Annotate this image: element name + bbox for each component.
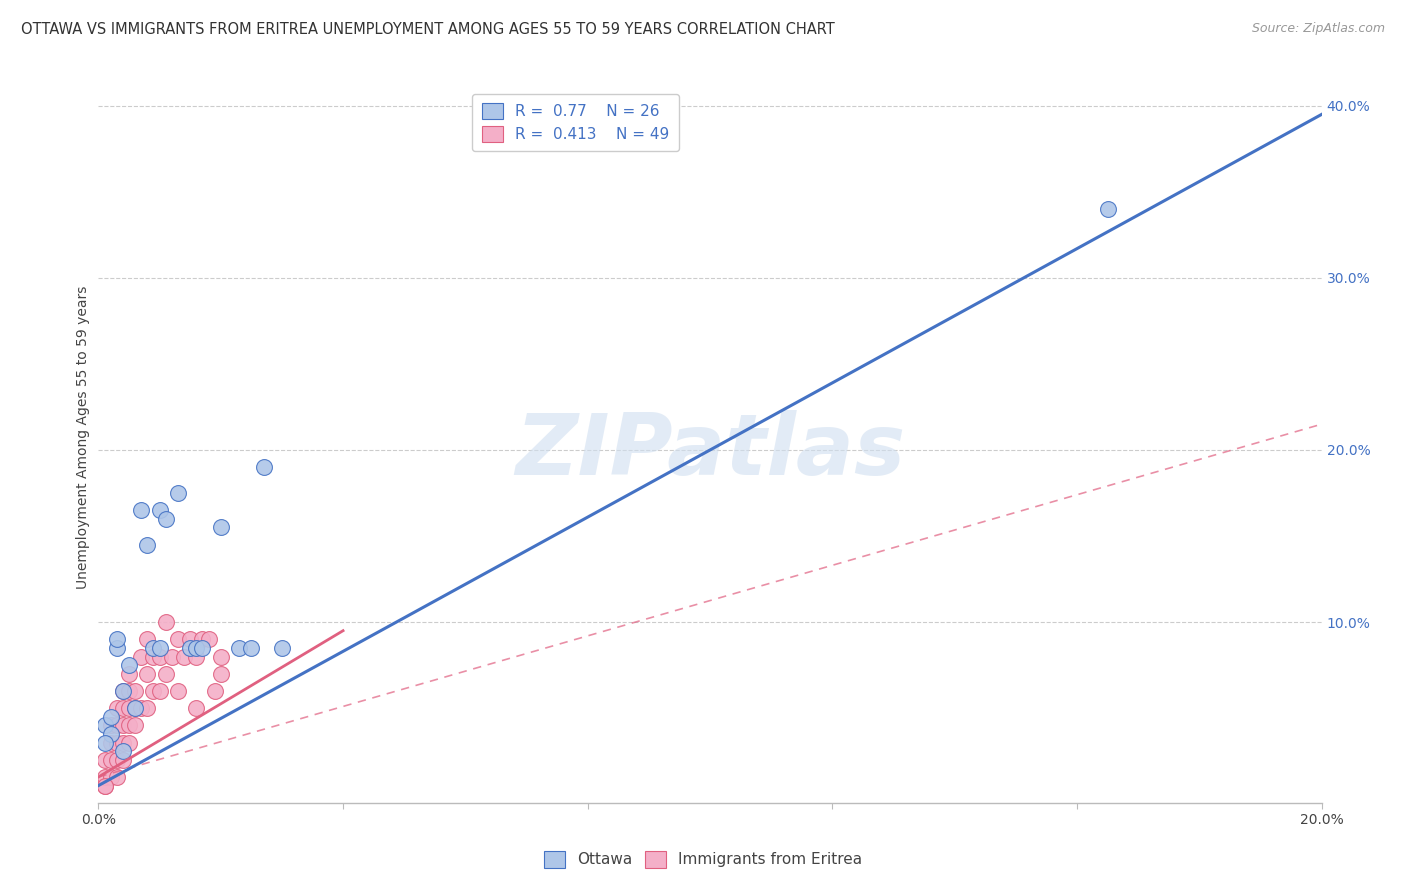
Point: [105, 753, 128, 767]
Point: [105, 640, 128, 655]
Point: [155, 666, 177, 681]
Point: [105, 770, 128, 784]
Point: [118, 718, 141, 732]
Legend: Ottawa, Immigrants from Eritrea: Ottawa, Immigrants from Eritrea: [537, 845, 869, 873]
Point: [100, 718, 122, 732]
Point: [129, 649, 152, 664]
Point: [93, 753, 115, 767]
Y-axis label: Unemployment Among Ages 55 to 59 years: Unemployment Among Ages 55 to 59 years: [76, 285, 90, 589]
Point: [136, 666, 159, 681]
Point: [100, 770, 122, 784]
Point: [186, 701, 208, 715]
Point: [149, 640, 172, 655]
Point: [129, 701, 152, 715]
Point: [186, 649, 208, 664]
Point: [136, 701, 159, 715]
Point: [100, 735, 122, 749]
Point: [118, 658, 141, 673]
Point: [105, 701, 128, 715]
Point: [191, 640, 214, 655]
Point: [105, 735, 128, 749]
Point: [204, 684, 226, 698]
Point: [124, 701, 146, 715]
Point: [124, 701, 146, 715]
Point: [240, 640, 263, 655]
Point: [93, 718, 115, 732]
Point: [167, 486, 190, 500]
Point: [111, 744, 134, 758]
Point: [179, 640, 201, 655]
Point: [136, 632, 159, 647]
Point: [111, 684, 134, 698]
Point: [179, 632, 201, 647]
Point: [167, 632, 190, 647]
Point: [100, 753, 122, 767]
Point: [111, 735, 134, 749]
Text: ZIPatlas: ZIPatlas: [515, 410, 905, 493]
Point: [111, 701, 134, 715]
Point: [118, 701, 141, 715]
Point: [124, 684, 146, 698]
Point: [270, 640, 292, 655]
Point: [100, 727, 122, 741]
Point: [93, 779, 115, 793]
Point: [142, 684, 165, 698]
Point: [105, 718, 128, 732]
Point: [111, 684, 134, 698]
Point: [155, 615, 177, 629]
Legend: R =  0.77    N = 26, R =  0.413    N = 49: R = 0.77 N = 26, R = 0.413 N = 49: [472, 94, 679, 152]
Point: [118, 735, 141, 749]
Point: [167, 684, 190, 698]
Point: [111, 718, 134, 732]
Point: [93, 770, 115, 784]
Point: [186, 640, 208, 655]
Point: [124, 718, 146, 732]
Point: [142, 640, 165, 655]
Text: OTTAWA VS IMMIGRANTS FROM ERITREA UNEMPLOYMENT AMONG AGES 55 TO 59 YEARS CORRELA: OTTAWA VS IMMIGRANTS FROM ERITREA UNEMPL…: [21, 22, 835, 37]
Point: [142, 649, 165, 664]
Point: [209, 520, 232, 534]
Point: [191, 632, 214, 647]
Point: [111, 753, 134, 767]
Point: [197, 632, 219, 647]
Point: [149, 503, 172, 517]
Point: [118, 666, 141, 681]
Point: [1097, 202, 1119, 216]
Point: [173, 649, 195, 664]
Point: [149, 649, 172, 664]
Point: [129, 503, 152, 517]
Point: [93, 735, 115, 749]
Point: [100, 710, 122, 724]
Point: [105, 632, 128, 647]
Point: [209, 649, 232, 664]
Point: [149, 684, 172, 698]
Text: Source: ZipAtlas.com: Source: ZipAtlas.com: [1251, 22, 1385, 36]
Point: [155, 512, 177, 526]
Point: [93, 779, 115, 793]
Point: [160, 649, 183, 664]
Point: [228, 640, 250, 655]
Point: [136, 538, 159, 552]
Point: [252, 460, 274, 475]
Point: [209, 666, 232, 681]
Point: [118, 684, 141, 698]
